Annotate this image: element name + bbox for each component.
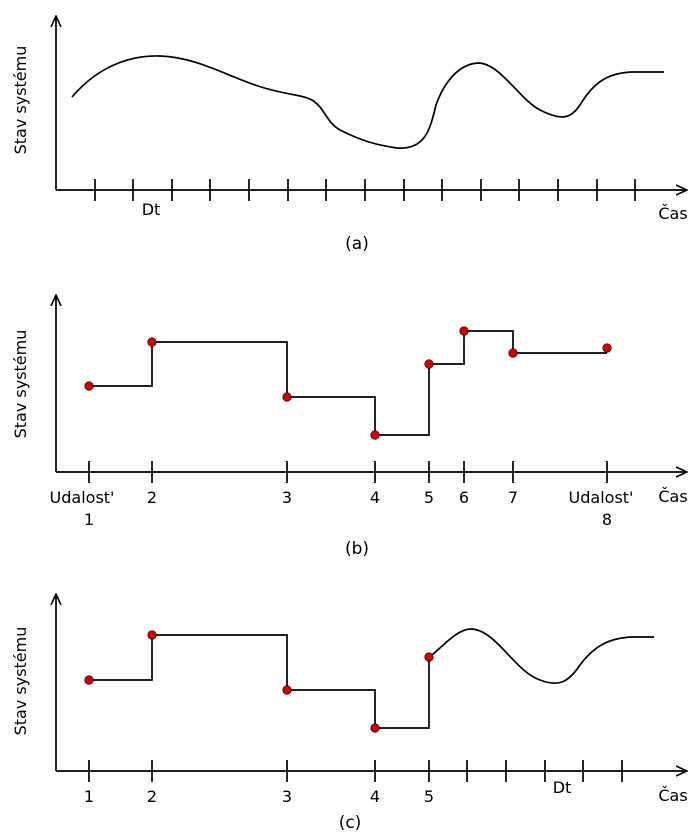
panel-a-xlabel: Čas (658, 204, 687, 223)
panel-a-dt-label: Dt (142, 200, 161, 219)
panel-c-event-dot (370, 723, 380, 733)
panel-b-event-dot (508, 348, 518, 358)
panel-c-event-dot (84, 675, 94, 685)
panel-c-event-dot (424, 652, 434, 662)
panel-b-event-dot (84, 381, 94, 391)
panel-c-dt-label: Dt (553, 778, 572, 797)
panel-b-tick-label: 5 (424, 488, 434, 507)
panel-b-tick-label: 8 (602, 510, 612, 529)
panel-a-caption: (a) (345, 234, 369, 254)
panel-b-event-dot (147, 337, 157, 347)
panel-b-tick-label: 6 (459, 488, 469, 507)
panel-b-state-steps (89, 330, 607, 436)
panel-a: Stav systému Dt Čas (a) (11, 17, 688, 254)
panel-b-tick-label: 4 (370, 488, 380, 507)
panel-b-ylabel: Stav systému (11, 330, 30, 439)
panel-b-events (84, 326, 612, 440)
panel-c-tick-label: 3 (282, 787, 292, 806)
panel-b-tick-label: 7 (508, 488, 518, 507)
panel-b-xlabel: Čas (658, 487, 687, 506)
panel-c-xlabel: Čas (658, 786, 687, 805)
panel-b-tick-label: 3 (282, 488, 292, 507)
panel-b-tick-label: 1 (84, 510, 94, 529)
panel-b-tick-label: 2 (147, 488, 157, 507)
panel-c-tick-label: 4 (370, 787, 380, 806)
panel-a-ylabel: Stav systému (11, 46, 30, 155)
panel-b-event-dot (602, 343, 612, 353)
panel-b-caption: (b) (345, 539, 369, 559)
panel-c-ylabel: Stav systému (11, 627, 30, 736)
panel-c: Stav systému 1 2 3 4 5 Dt Č (11, 595, 688, 833)
panel-b-event-dot (282, 392, 292, 402)
panel-a-ticks (94, 179, 636, 201)
panel-c-tick-label: 5 (424, 787, 434, 806)
panel-b-event-dot (370, 430, 380, 440)
panel-c-state-curve (428, 628, 654, 684)
panel-b-tick-label: Udalost' (569, 488, 634, 507)
panel-c-caption: (c) (339, 813, 362, 833)
panel-c-tick-label: 2 (147, 787, 157, 806)
panel-c-event-dot (282, 685, 292, 695)
panel-b-ticks (88, 461, 608, 483)
panel-c-event-dot (147, 630, 157, 640)
panel-c-ticks (88, 760, 623, 782)
panel-b-tick-label: Udalost' (50, 488, 115, 507)
panel-b: Stav systému Udalost' 1 2 3 4 (11, 296, 688, 559)
panel-b-event-dot (424, 359, 434, 369)
panel-b-event-dot (459, 326, 469, 336)
panel-c-state-steps (89, 634, 430, 729)
panel-a-state-curve (71, 55, 664, 149)
panel-c-tick-label: 1 (84, 787, 94, 806)
panel-c-events (84, 630, 434, 733)
